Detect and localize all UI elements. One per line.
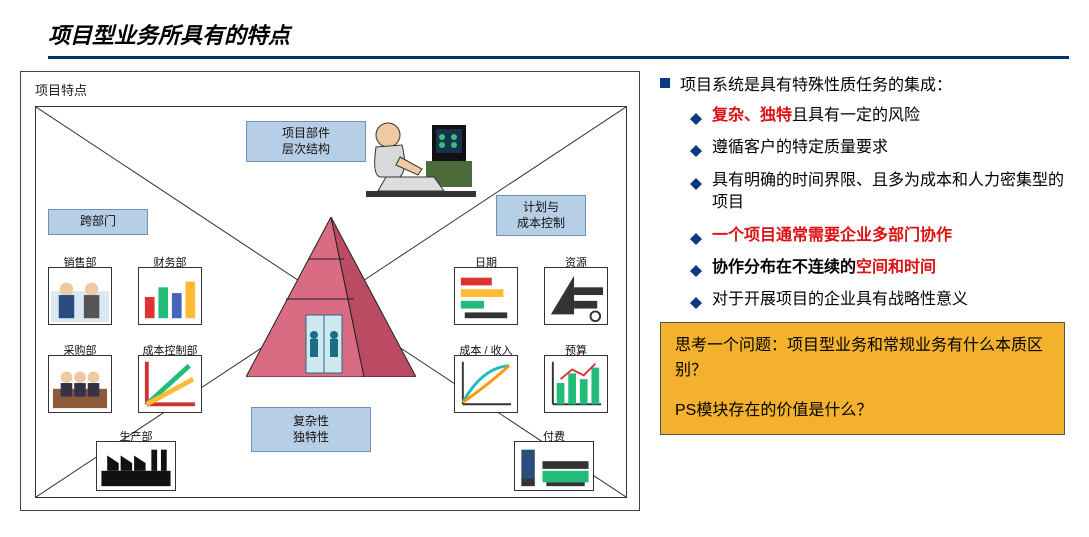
bullet-text: 具有明确的时间界限、且多为成本和人力密集型的项目 — [712, 170, 1065, 215]
chip-right: 计划与成本控制 — [496, 195, 586, 236]
icon-billing: 付费 — [514, 441, 594, 491]
bullet-text: 遵循客户的特定质量要求 — [712, 137, 888, 159]
pyramid-icon — [246, 217, 416, 377]
lead-square-icon — [660, 78, 670, 88]
bullet-item: 复杂、独特且具有一定的风险 — [690, 105, 1065, 127]
chip-bottom: 复杂性独特性 — [251, 407, 371, 452]
lead-text: 项目系统是具有特殊性质任务的集成： — [680, 71, 952, 95]
bullet-item: 对于开展项目的企业具有战略性意义 — [690, 289, 1065, 311]
cap-finance: 财务部 — [139, 254, 201, 270]
person-at-computer-icon — [356, 115, 476, 205]
chip-top: 项目部件层次结构 — [246, 121, 366, 162]
title-underline — [48, 56, 1069, 59]
diagram-canvas: 项目部件层次结构 跨部门 计划与成本控制 复杂性独特性 — [35, 106, 627, 498]
callout-line1: 思考一个问题：项目型业务和常规业务有什么本质区别？ — [675, 333, 1050, 384]
icon-date: 日期 — [454, 267, 518, 325]
content-row: 项目特点 项目部件层次结构 跨部门 计划与成本控制 复杂性独特性 — [0, 71, 1089, 511]
cap-production: 生产部 — [97, 428, 175, 444]
bullet-list: 复杂、独特且具有一定的风险 遵循客户的特定质量要求 具有明确的时间界限、且多为成… — [690, 105, 1065, 312]
cap-billing: 付费 — [515, 428, 593, 444]
cap-purchase: 采购部 — [49, 342, 111, 358]
bullet-item: 一个项目通常需要企业多部门协作 — [690, 225, 1065, 247]
diamond-icon — [690, 227, 702, 239]
icon-resource: 资源 — [544, 267, 608, 325]
diagram-panel: 项目特点 项目部件层次结构 跨部门 计划与成本控制 复杂性独特性 — [20, 71, 640, 511]
callout-box: 思考一个问题：项目型业务和常规业务有什么本质区别？ PS模块存在的价值是什么？ — [660, 322, 1065, 435]
callout-line2: PS模块存在的价值是什么？ — [675, 398, 1050, 424]
bullet-text: 复杂、独特且具有一定的风险 — [712, 105, 920, 127]
icon-purchase: 采购部 — [48, 355, 112, 413]
icon-costctrl: 成本控制部 — [138, 355, 202, 413]
cap-sales: 销售部 — [49, 254, 111, 270]
cap-date: 日期 — [455, 254, 517, 270]
bullet-item: 协作分布在不连续的空间和时间 — [690, 257, 1065, 279]
bullet-text: 一个项目通常需要企业多部门协作 — [712, 225, 952, 247]
icon-cost-income: 成本 / 收入 — [454, 355, 518, 413]
chip-left: 跨部门 — [48, 209, 148, 235]
page-title: 项目型业务所具有的特点 — [0, 0, 1089, 56]
icon-finance: 财务部 — [138, 267, 202, 325]
cap-resource: 资源 — [545, 254, 607, 270]
bullet-text: 对于开展项目的企业具有战略性意义 — [712, 289, 968, 311]
lead-line: 项目系统是具有特殊性质任务的集成： — [660, 71, 1065, 95]
diamond-icon — [690, 259, 702, 271]
diamond-icon — [690, 107, 702, 119]
diamond-icon — [690, 139, 702, 151]
bullet-item: 具有明确的时间界限、且多为成本和人力密集型的项目 — [690, 170, 1065, 215]
icon-budget: 预算 — [544, 355, 608, 413]
diamond-icon — [690, 172, 702, 184]
bullet-text: 协作分布在不连续的空间和时间 — [712, 257, 936, 279]
bullet-item: 遵循客户的特定质量要求 — [690, 137, 1065, 159]
diagram-label: 项目特点 — [35, 80, 87, 99]
cap-budget: 预算 — [545, 342, 607, 358]
right-column: 项目系统是具有特殊性质任务的集成： 复杂、独特且具有一定的风险 遵循客户的特定质… — [640, 71, 1089, 511]
cap-cost-income: 成本 / 收入 — [455, 342, 517, 358]
icon-sales: 销售部 — [48, 267, 112, 325]
diamond-icon — [690, 291, 702, 303]
icon-production: 生产部 — [96, 441, 176, 491]
cap-costctrl: 成本控制部 — [139, 342, 201, 358]
